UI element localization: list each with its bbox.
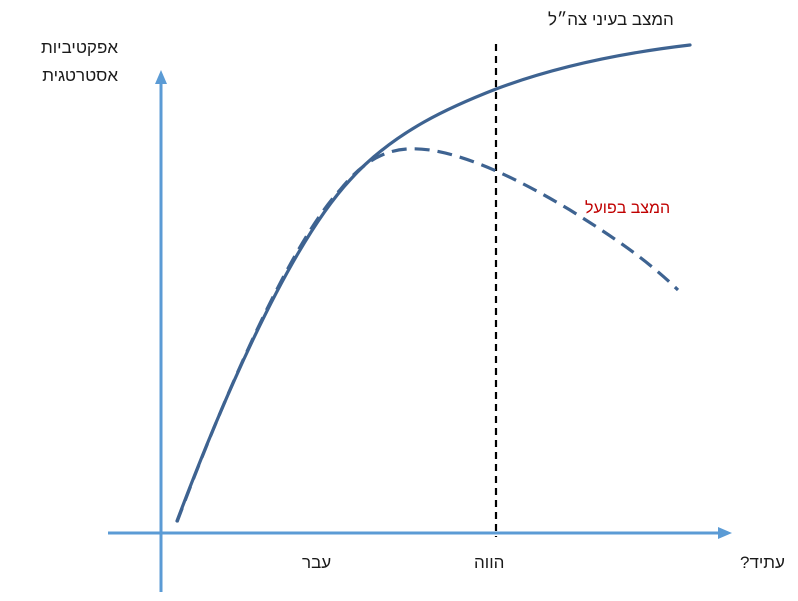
y-axis-arrowhead (155, 70, 167, 84)
actual-curve (175, 147, 680, 523)
actual-curve-label: המצב בפועל (585, 200, 671, 217)
y-axis-label-line-1: אפקטיביות (41, 38, 118, 57)
y-axis-label-line-2: אסטרטגית (42, 66, 118, 85)
y-axis-label: אפקטיביות אסטרטגית (8, 34, 118, 90)
claimed-curve (175, 43, 692, 523)
x-label-future: עתיד? (740, 553, 785, 572)
x-axis-arrowhead (718, 527, 732, 539)
claimed-curve-label: המצב בעיני צה״ל (548, 10, 674, 29)
x-label-past: עבר (302, 553, 332, 572)
x-label-present: הווה (474, 553, 505, 572)
